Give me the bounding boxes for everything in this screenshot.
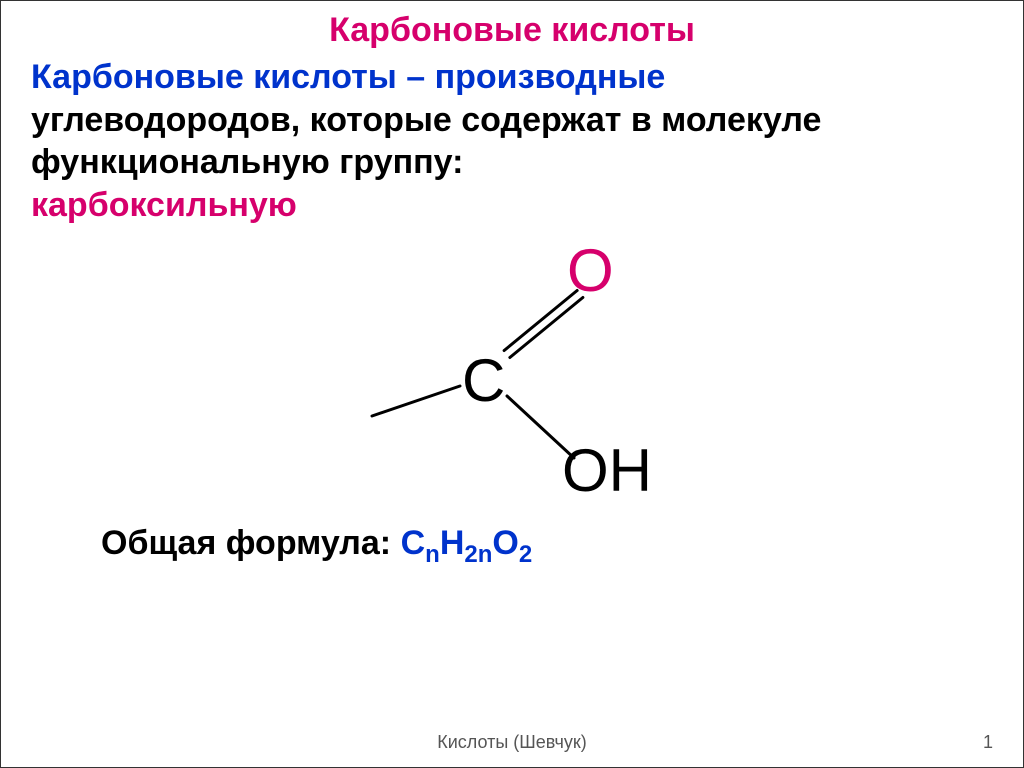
atom-o: O bbox=[567, 236, 614, 305]
bonds-svg bbox=[302, 236, 722, 516]
page-number: 1 bbox=[983, 732, 993, 753]
definition-lead: Карбоновые кислоты – производные bbox=[31, 58, 665, 96]
formula-label: Общая формула: bbox=[101, 524, 401, 562]
definition-body: углеводородов, которые содержат в молеку… bbox=[31, 101, 821, 182]
general-formula: Общая формула: CnH2nO2 bbox=[31, 524, 993, 569]
bond-co-2 bbox=[510, 297, 583, 357]
definition-keyword: карбоксильную bbox=[31, 186, 297, 224]
formula-value: CnH2nO2 bbox=[401, 524, 533, 562]
bond-left bbox=[372, 386, 460, 416]
atom-c: C bbox=[462, 346, 505, 415]
definition-block: Карбоновые кислоты – производные углевод… bbox=[31, 56, 993, 226]
slide-title: Карбоновые кислоты bbox=[31, 11, 993, 50]
structure-diagram: C O OH bbox=[302, 236, 722, 516]
atom-oh: OH bbox=[562, 436, 652, 505]
footer-text: Кислоты (Шевчук) bbox=[1, 732, 1023, 753]
slide: Карбоновые кислоты Карбоновые кислоты – … bbox=[1, 1, 1023, 767]
